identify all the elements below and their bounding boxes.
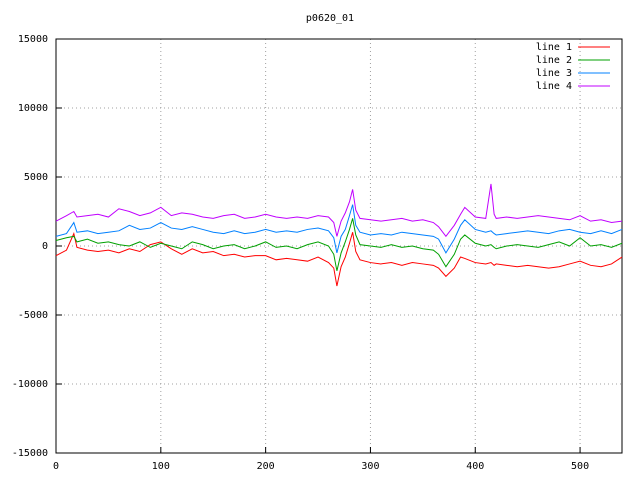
y-tick-label: 15000 bbox=[18, 34, 48, 45]
y-tick-label: -15000 bbox=[12, 448, 48, 459]
y-tick-label: 0 bbox=[42, 241, 48, 252]
x-tick-label: 0 bbox=[53, 461, 59, 472]
plot-frame bbox=[55, 38, 623, 454]
legend-label: line 4 bbox=[536, 81, 572, 92]
x-tick-label: 400 bbox=[466, 461, 484, 472]
y-tick-label: 5000 bbox=[24, 172, 48, 183]
x-tick-label: 300 bbox=[361, 461, 379, 472]
x-tick-label: 100 bbox=[152, 461, 170, 472]
legend-label: line 1 bbox=[536, 42, 572, 53]
chart-title: p0620_01 bbox=[306, 13, 354, 24]
series-line bbox=[55, 183, 623, 238]
series-line bbox=[55, 218, 623, 271]
x-tick-label: 500 bbox=[571, 461, 589, 472]
y-tick-label: -5000 bbox=[18, 310, 48, 321]
legend-label: line 3 bbox=[536, 68, 572, 79]
legend-label: line 2 bbox=[536, 55, 572, 66]
x-tick-label: 200 bbox=[257, 461, 275, 472]
series-line bbox=[55, 204, 623, 254]
y-tick-label: 10000 bbox=[18, 103, 48, 114]
series-line bbox=[55, 232, 623, 287]
y-tick-label: -10000 bbox=[12, 379, 48, 390]
